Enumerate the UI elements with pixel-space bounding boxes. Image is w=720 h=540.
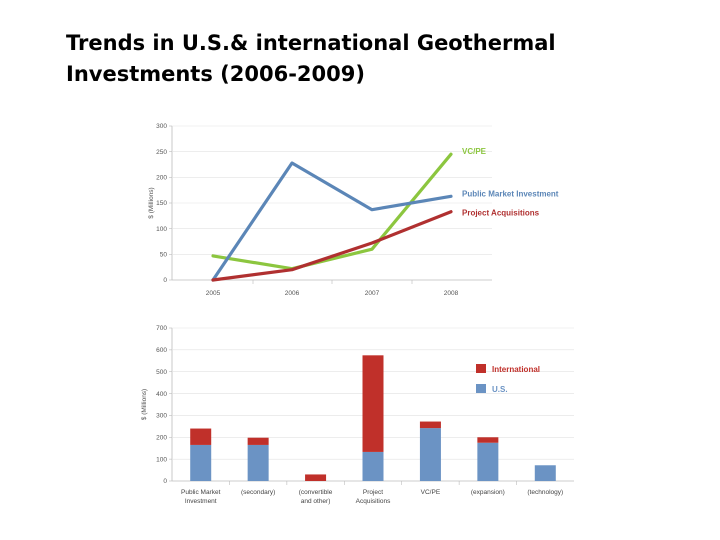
bar-chart-y-tick-label: 400 (156, 391, 167, 398)
bar-chart-category-label: VC/PE (421, 489, 441, 496)
line-chart-y-tick-label: 250 (156, 149, 167, 156)
bar-international (419, 421, 441, 429)
slide-title-line-2: Investments (2006-2009) (66, 62, 365, 86)
line-series-project-acquisitions (211, 210, 453, 282)
bar-u-s- (247, 444, 269, 481)
line-chart-x-tick-label: 2008 (444, 290, 459, 297)
line-chart-y-tick-label: 0 (163, 277, 167, 284)
bar-legend-label: International (492, 365, 540, 374)
bar-chart-y-tick-label: 0 (163, 478, 167, 485)
bar-chart-y-tick-label: 500 (156, 369, 167, 376)
bar-international (477, 437, 499, 443)
bar-international (190, 428, 212, 445)
bar-international (362, 355, 384, 452)
bar-chart-category-label: Project (363, 489, 383, 496)
bar-chart-category-label: (expansion) (471, 489, 505, 496)
bar-chart-y-tick-label: 300 (156, 413, 167, 420)
bar-legend-swatch (476, 384, 486, 393)
line-chart-y-tick-label: 200 (156, 175, 167, 182)
bar-chart-category-label: Public Market (181, 489, 221, 496)
bar-chart-y-tick-label: 600 (156, 347, 167, 354)
bar-chart-category-label: Acquisitions (356, 498, 391, 505)
line-chart-y-tick-label: 100 (156, 226, 167, 233)
bar-chart-y-tick-label: 700 (156, 325, 167, 332)
bar-chart-category-label: (secondary) (241, 489, 275, 496)
bar-legend-label: U.S. (492, 385, 508, 394)
line-series-public-market-investment (211, 161, 453, 282)
bar-u-s- (477, 442, 499, 481)
line-chart-x-tick-label: 2006 (285, 290, 300, 297)
line-chart-y-tick-label: 300 (156, 123, 167, 130)
bar-chart-y-tick-label: 100 (156, 456, 167, 463)
line-chart-x-tick-label: 2007 (365, 290, 380, 297)
bar-chart-category-label: Investment (185, 498, 217, 505)
bar-chart-y-axis-label: $ (Millions) (141, 389, 148, 420)
bar-chart-y-tick-label: 200 (156, 434, 167, 441)
bar-u-s- (534, 465, 556, 481)
line-series-label: VC/PE (462, 147, 487, 156)
bar-international (305, 474, 327, 481)
bar-u-s- (190, 444, 212, 481)
bar-international (247, 437, 269, 445)
line-series-label: Public Market Investment (462, 189, 559, 198)
line-chart-x-tick-label: 2005 (206, 290, 221, 297)
bar-chart-category-label: (convertible (299, 489, 333, 496)
line-chart-y-tick-label: 150 (156, 200, 167, 207)
bar-u-s- (362, 451, 384, 481)
slide-title-line-1: Trends in U.S.& international Geothermal (66, 31, 556, 55)
line-series-label: Project Acquisitions (462, 209, 540, 218)
bar-chart-category-label: and other) (301, 498, 331, 505)
slide-title: Trends in U.S.& international Geothermal… (66, 28, 716, 90)
line-chart-y-tick-label: 50 (160, 252, 168, 259)
line-chart-y-axis-label: $ (Millions) (148, 187, 155, 218)
bar-legend-swatch (476, 364, 486, 373)
bar-u-s- (419, 428, 441, 481)
bar-chart-category-label: (technology) (527, 489, 563, 496)
